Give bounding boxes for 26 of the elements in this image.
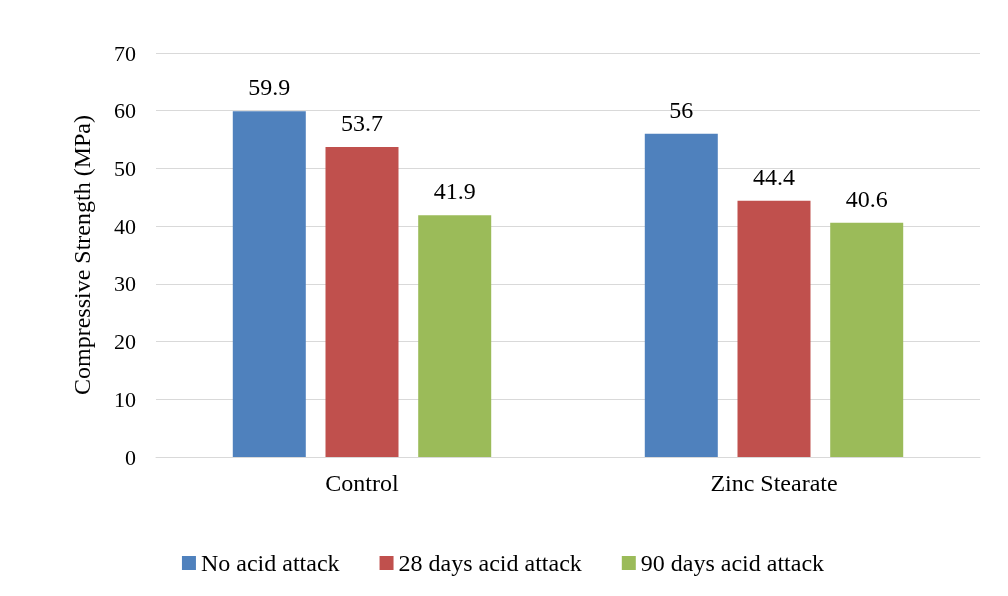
data-label: 53.7 — [341, 110, 383, 137]
legend-label: 28 days acid attack — [398, 550, 582, 576]
legend-label: 90 days acid attack — [640, 550, 825, 576]
bar — [737, 200, 811, 457]
data-label: 56 — [669, 96, 694, 123]
y-axis-title: Compressive Strength (MPa) — [69, 115, 95, 395]
bar — [644, 133, 718, 457]
y-tick-label: 30 — [114, 271, 136, 297]
y-tick-label: 50 — [114, 155, 136, 181]
y-tick-label: 0 — [125, 444, 136, 470]
y-tick-label: 60 — [114, 98, 136, 124]
bar — [232, 111, 306, 457]
data-label: 40.6 — [845, 185, 888, 212]
legend-label: No acid attack — [200, 550, 340, 576]
x-tick-label: Zinc Stearate — [710, 470, 838, 496]
data-label: 59.9 — [248, 74, 291, 101]
bar — [325, 147, 399, 457]
y-tick-label: 70 — [114, 40, 136, 66]
data-label: 41.9 — [433, 178, 476, 205]
y-tick-label: 20 — [114, 329, 136, 355]
y-tick-label: 10 — [114, 386, 136, 412]
y-tick-label: 40 — [114, 213, 136, 239]
bar — [830, 222, 904, 457]
x-tick-label: Control — [325, 470, 399, 496]
data-label: 44.4 — [753, 163, 795, 190]
bar — [418, 215, 492, 457]
